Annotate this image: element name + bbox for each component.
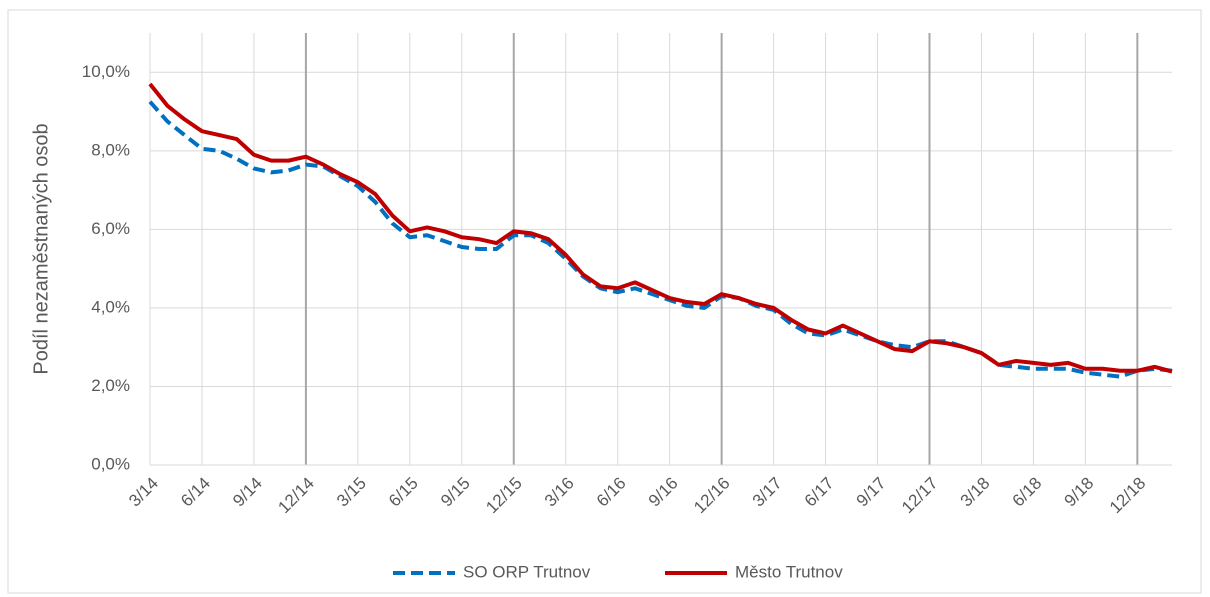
y-tick-label: 2,0% xyxy=(91,376,130,395)
y-axis-title: Podíl nezaměstnaných osob xyxy=(30,123,52,374)
x-tick-label: 6/17 xyxy=(801,474,838,511)
y-tick-label: 0,0% xyxy=(91,454,130,473)
series-line xyxy=(148,82,1173,374)
y-tick-label: 6,0% xyxy=(91,219,130,238)
x-tick-label: 9/15 xyxy=(437,474,474,511)
x-tick-label: 12/18 xyxy=(1106,474,1150,518)
x-tick-label: 12/14 xyxy=(274,474,318,518)
y-tick-label: 4,0% xyxy=(91,297,130,316)
x-tick-label: 3/14 xyxy=(125,474,162,511)
x-tick-label: 3/18 xyxy=(957,474,994,511)
x-tick-label: 6/18 xyxy=(1009,474,1046,511)
legend-label: SO ORP Trutnov xyxy=(463,562,591,581)
x-tick-label: 12/16 xyxy=(690,474,734,518)
x-tick-label: 9/14 xyxy=(229,474,266,511)
x-tick-label: 6/15 xyxy=(385,474,422,511)
x-tick-label: 12/15 xyxy=(482,474,526,518)
x-tick-label: 3/17 xyxy=(749,474,786,511)
x-tick-label: 6/16 xyxy=(593,474,630,511)
x-tick-label: 9/17 xyxy=(853,474,890,511)
y-tick-label: 10,0% xyxy=(82,62,130,81)
series-line xyxy=(148,100,1173,379)
x-tick-label: 12/17 xyxy=(898,474,942,518)
legend-label: Město Trutnov xyxy=(735,562,843,581)
x-tick-label: 9/16 xyxy=(645,474,682,511)
x-tick-label: 3/15 xyxy=(333,474,370,511)
y-tick-label: 8,0% xyxy=(91,140,130,159)
x-tick-label: 9/18 xyxy=(1061,474,1098,511)
x-tick-label: 6/14 xyxy=(177,474,214,511)
x-tick-label: 3/16 xyxy=(541,474,578,511)
chart-frame xyxy=(7,9,1202,594)
